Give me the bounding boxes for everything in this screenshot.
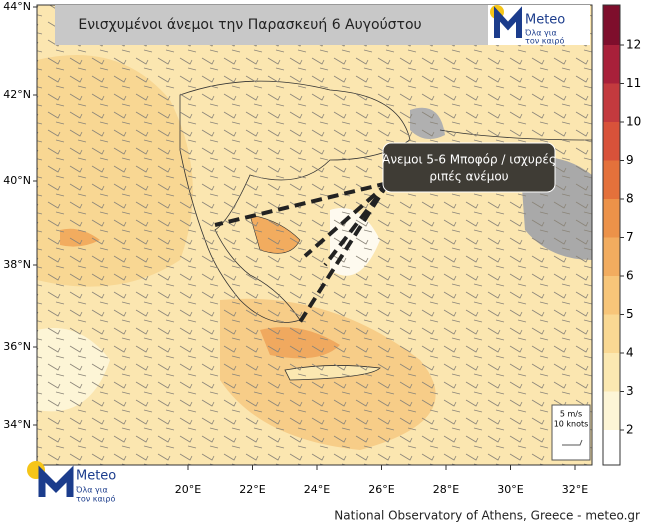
colorbar-label: 6 [626,269,634,283]
lat-label: 34°N [3,418,31,431]
lat-label: 40°N [3,174,31,187]
map: Ενισχυμένοι άνεμοι την Παρασκευή 6 Αυγού… [36,4,593,466]
lon-label: 32°E [562,483,588,496]
annotation-box [382,142,556,193]
logo-tagline: τον καιρό [76,494,115,504]
colorbar-label: 8 [626,192,634,206]
colorbar-segment [603,237,620,276]
title-box [55,5,490,45]
annotation-text: Άνεμοι 5-6 Μποφόρ / ισχυρές [382,153,556,167]
bottom-logo: Meteo Όλα για τον καιρό [27,461,116,504]
colorbar-label: 5 [626,307,634,321]
colorbar-segment [603,122,620,161]
lat-label: 36°N [3,340,31,353]
colorbar-frame [602,4,621,466]
colorbar-segment [603,314,620,353]
lat-label: 42°N [3,88,31,101]
colorbar-segment [603,430,620,465]
lat-label: 44°N [3,0,31,13]
lon-label: 26°E [368,483,394,496]
axes: 44°N 42°N 40°N 38°N 36°N 34°N 20°E 22°E 24°E 26°E… [3,0,588,496]
colorbar-segment [603,45,620,84]
lon-label: 24°E [304,483,330,496]
colorbar-label: 9 [626,153,634,167]
lat-label: 38°N [3,258,31,271]
wind-legend-text: 5 m/s [560,410,582,419]
logo-tagline: Όλα για [75,485,108,495]
colorbar-label: 4 [626,346,634,360]
colorbar-label: 11 [626,76,641,90]
colorbar-segment [603,160,620,199]
colorbar: 2 3 4 5 6 7 8 9 10 11 12 [602,4,641,466]
colorbar-segment [603,353,620,392]
logo-name: Meteo [76,469,116,484]
colorbar-label: 2 [626,423,634,437]
colorbar-label: 12 [626,38,641,52]
annotation-text: ριπές ανέμου [429,170,508,184]
colorbar-segment [603,83,620,122]
colorbar-segment [603,391,620,430]
logo-tagline: Όλα για [524,28,557,38]
lon-label: 20°E [175,483,201,496]
colorbar-label: 3 [626,384,634,398]
logo-name: Meteo [525,13,565,28]
footer: National Observatory of Athens, Greece -… [334,509,640,523]
logo-tagline: τον καιρό [525,36,564,46]
wind-legend-text: 10 knots [554,420,589,429]
map-title: Ενισχυμένοι άνεμοι την Παρασκευή 6 Αυγού… [78,17,421,33]
colorbar-segment [603,199,620,238]
colorbar-segment [603,5,620,45]
wind-legend [551,404,591,461]
lon-label: 28°E [433,483,459,496]
colorbar-label: 10 [626,115,641,129]
colorbar-segment [603,276,620,315]
colorbar-label: 7 [626,230,634,244]
lon-label: 30°E [497,483,523,496]
lon-label: 22°E [239,483,265,496]
